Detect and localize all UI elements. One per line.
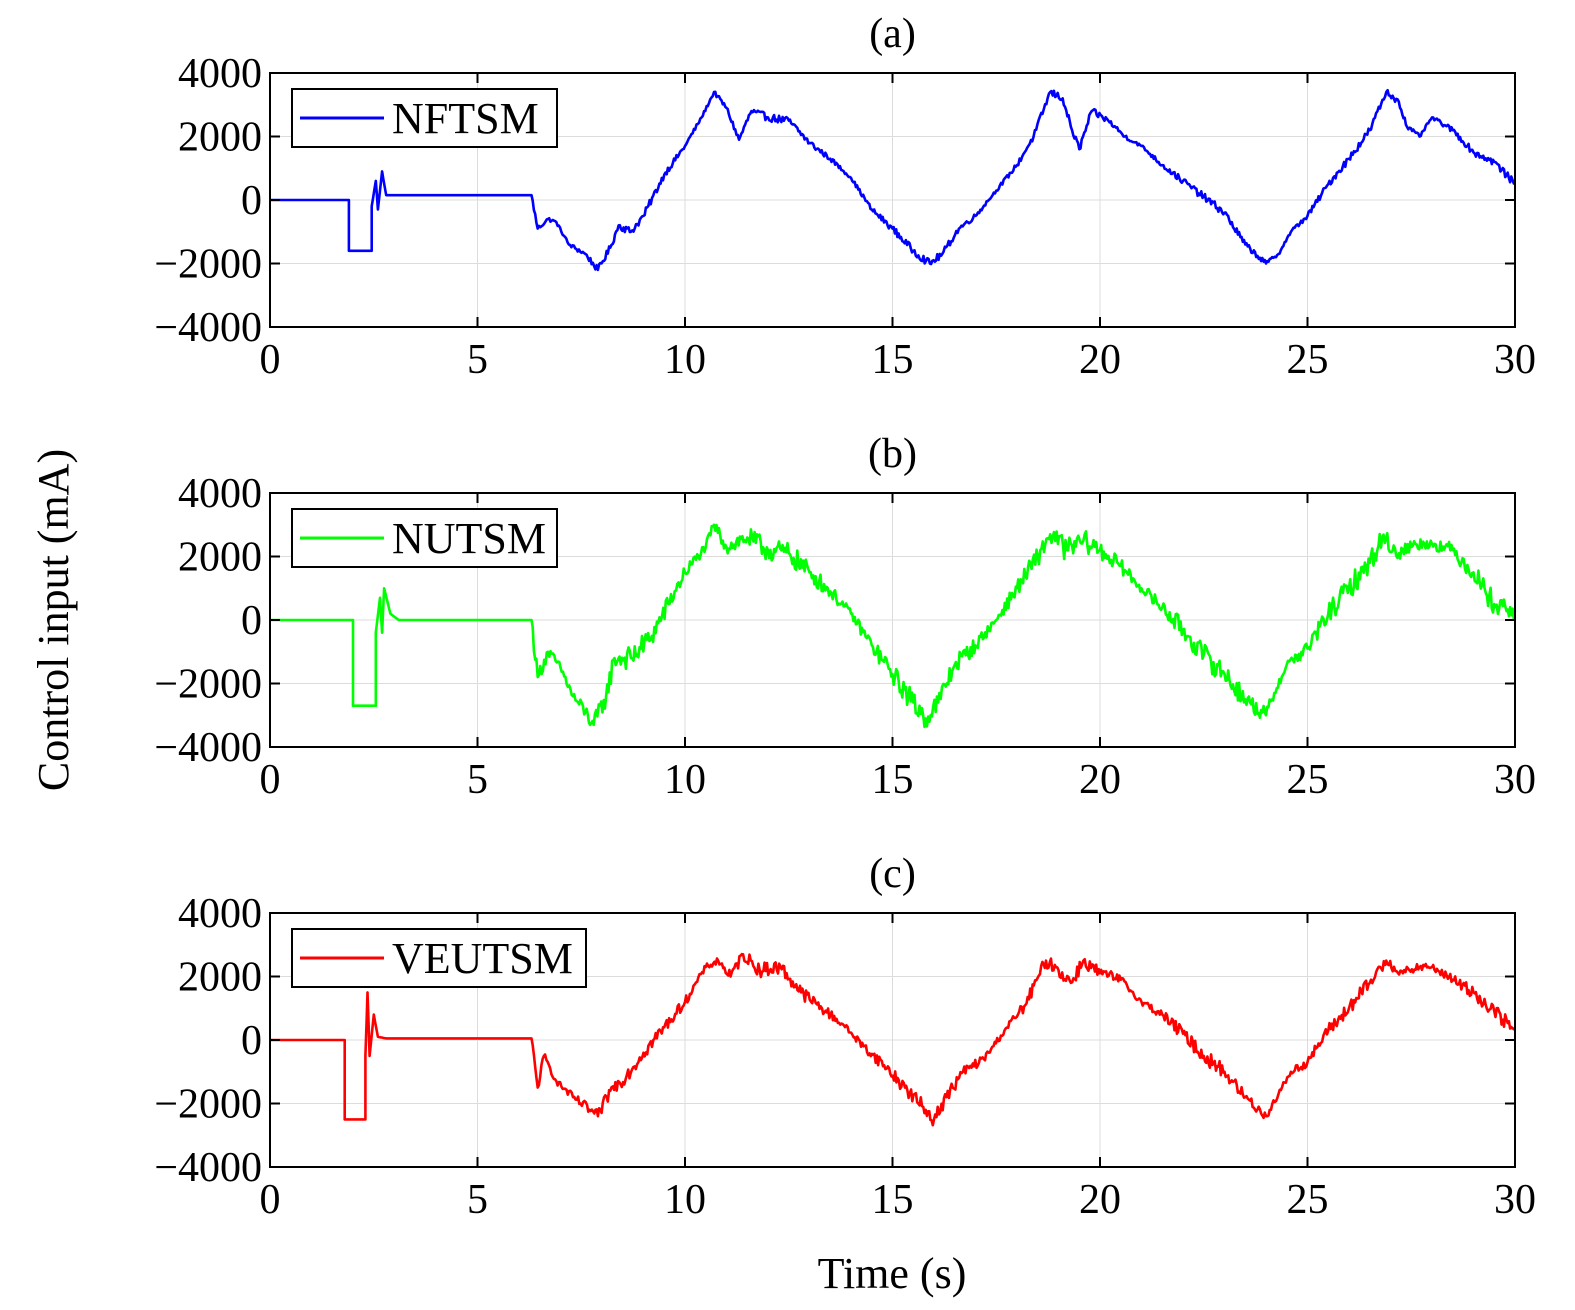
x-tick-label: 5 (467, 1177, 488, 1223)
x-tick-label: 25 (1287, 1177, 1329, 1223)
y-tick-label: 4000 (178, 891, 262, 937)
x-tick-label: 5 (467, 337, 488, 383)
x-tick-label: 20 (1079, 1177, 1121, 1223)
y-tick-label: −2000 (154, 662, 262, 708)
legend-label: NFTSM (392, 94, 539, 143)
legend: VEUTSM (291, 928, 587, 988)
x-tick-label: 30 (1494, 757, 1536, 803)
x-tick-label: 0 (260, 757, 281, 803)
x-tick-label: 30 (1494, 337, 1536, 383)
legend-label: NUTSM (392, 514, 546, 563)
x-tick-label: 5 (467, 757, 488, 803)
panel-title: (a) (869, 11, 916, 57)
y-tick-label: 4000 (178, 51, 262, 97)
y-tick-label: 2000 (178, 535, 262, 581)
x-tick-label: 0 (260, 337, 281, 383)
y-tick-label: −4000 (154, 725, 262, 771)
panel-title: (b) (868, 431, 917, 477)
legend-label: VEUTSM (392, 934, 573, 983)
x-tick-label: 0 (260, 1177, 281, 1223)
y-axis-label: Control input (mA) (29, 449, 78, 791)
panel-title: (c) (869, 851, 916, 897)
y-tick-label: 2000 (178, 115, 262, 161)
x-tick-label: 10 (664, 337, 706, 383)
y-tick-label: −4000 (154, 305, 262, 351)
y-tick-label: −4000 (154, 1145, 262, 1191)
panel-2: (b) NUTSM 0 5 10 15 20 25 30 4000 2000 0 −2000 −4000 (154, 431, 1536, 803)
legend: NUTSM (291, 508, 558, 568)
x-tick-label: 20 (1079, 337, 1121, 383)
series-line-nftsm (270, 88, 1516, 272)
x-tick-label: 25 (1287, 337, 1329, 383)
x-tick-label: 15 (872, 337, 914, 383)
y-tick-label: −2000 (154, 1082, 262, 1128)
y-tick-label: 0 (241, 598, 262, 644)
x-tick-label: 20 (1079, 757, 1121, 803)
x-tick-label: 10 (664, 757, 706, 803)
x-tick-label: 15 (872, 757, 914, 803)
y-tick-label: 0 (241, 1018, 262, 1064)
y-tick-label: 0 (241, 178, 262, 224)
x-tick-label: 10 (664, 1177, 706, 1223)
panel-1: (a) NFTSM 0 5 10 15 20 25 30 4000 2000 0 −2000 −4000 (154, 11, 1536, 383)
x-tick-label: 25 (1287, 757, 1329, 803)
x-tick-label: 15 (872, 1177, 914, 1223)
y-tick-label: 4000 (178, 471, 262, 517)
x-axis-label: Time (s) (818, 1249, 967, 1298)
series-line-nutsm (269, 523, 1517, 729)
legend: NFTSM (291, 88, 558, 148)
y-tick-label: 2000 (178, 955, 262, 1001)
x-tick-label: 30 (1494, 1177, 1536, 1223)
series-line-veutsm (269, 952, 1517, 1127)
panel-3: (c) VEUTSM 0 5 10 15 20 25 30 4000 2000 0 −2000 −4000 (154, 851, 1536, 1223)
y-tick-label: −2000 (154, 242, 262, 288)
